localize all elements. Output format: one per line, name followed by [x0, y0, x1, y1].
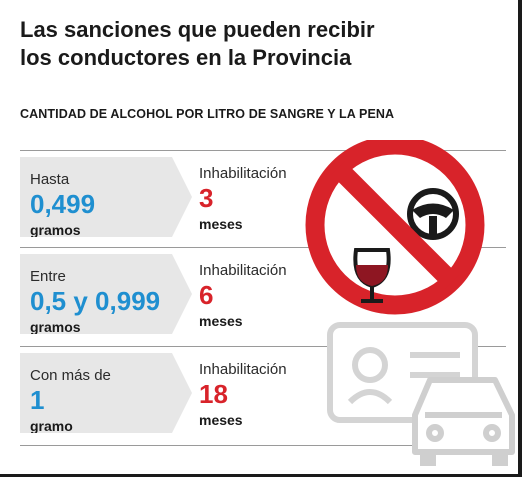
condition-arrow-box: Hasta 0,499 gramos [20, 157, 192, 237]
condition-label: Entre [30, 268, 66, 285]
penalty-unit: meses [199, 313, 243, 329]
divider [20, 445, 506, 446]
condition-value: 0,5 y 0,999 [30, 286, 161, 316]
divider [20, 150, 506, 151]
penalty-label: Inhabilitación [199, 165, 287, 182]
condition-unit: gramo [30, 418, 73, 434]
car-icon [412, 377, 515, 466]
penalty-label: Inhabilitación [199, 262, 287, 279]
condition-label: Con más de [30, 367, 111, 384]
condition-value: 1 [30, 385, 45, 415]
condition-value: 0,499 [30, 189, 96, 219]
prohibition-sign-icon [305, 140, 485, 315]
penalty-value: 6 [199, 280, 214, 310]
title-line-2: los conductores en la Provincia [20, 45, 352, 70]
sanction-row-2: Entre 0,5 y 0,999 gramos Inhabilitación … [20, 248, 506, 336]
steering-wheel-icon [407, 188, 459, 240]
sanction-row-1: Hasta 0,499 gramos Inhabilitación 3 mese… [20, 151, 506, 239]
divider [20, 247, 506, 248]
condition-label: Hasta [30, 171, 70, 188]
penalty-label: Inhabilitación [199, 361, 287, 378]
illustration [305, 140, 515, 466]
penalty-unit: meses [199, 216, 243, 232]
section-subtitle: CANTIDAD DE ALCOHOL POR LITRO DE SANGRE … [20, 107, 395, 121]
penalty-value: 3 [199, 183, 214, 213]
penalty-unit: meses [199, 412, 243, 428]
condition-arrow-box: Entre 0,5 y 0,999 gramos [20, 254, 192, 334]
sanction-row-3: Con más de 1 gramo Inhabilitación 18 mes… [20, 347, 506, 435]
page-title: Las sanciones que pueden recibir los con… [20, 16, 440, 72]
penalty-value: 18 [199, 379, 228, 409]
divider [20, 346, 506, 347]
condition-arrow-box: Con más de 1 gramo [20, 353, 192, 433]
condition-unit: gramos [30, 319, 81, 335]
condition-unit: gramos [30, 222, 81, 238]
wine-glass-icon [353, 248, 391, 303]
title-line-1: Las sanciones que pueden recibir [20, 17, 375, 42]
